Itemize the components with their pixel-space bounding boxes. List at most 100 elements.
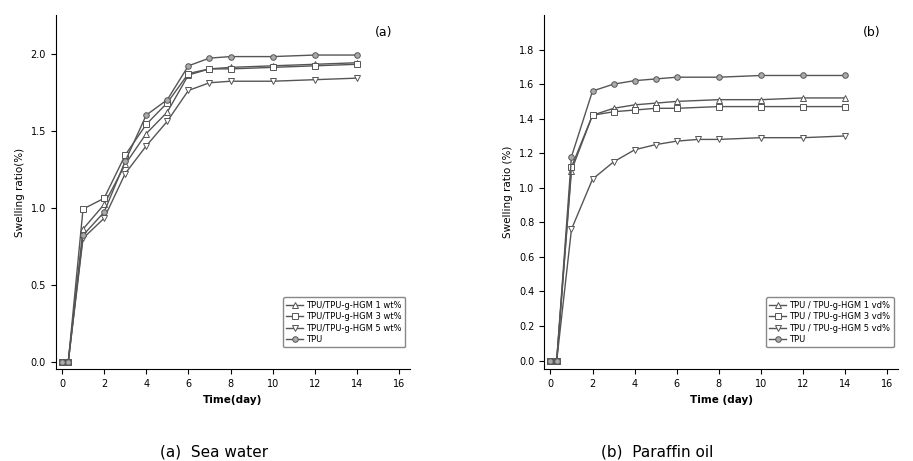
TPU/TPU-g-HGM 5 wt% [120, 171, 131, 177]
TPU/TPU-g-HGM 5 wt% [99, 216, 110, 221]
TPU [99, 209, 110, 215]
TPU [162, 97, 173, 102]
TPU / TPU-g-HGM 5 vd% [566, 226, 577, 232]
TPU/TPU-g-HGM 3 wt% [310, 63, 320, 69]
TPU [57, 359, 68, 364]
TPU/TPU-g-HGM 3 wt% [268, 65, 278, 70]
TPU/TPU-g-HGM 3 wt% [225, 66, 236, 71]
X-axis label: Time(day): Time(day) [203, 395, 262, 404]
TPU/TPU-g-HGM 5 wt% [204, 80, 215, 86]
TPU/TPU-g-HGM 3 wt% [63, 359, 74, 364]
TPU / TPU-g-HGM 3 vd% [756, 104, 767, 109]
TPU [587, 88, 598, 94]
TPU/TPU-g-HGM 1 wt% [310, 61, 320, 67]
TPU/TPU-g-HGM 3 wt% [120, 153, 131, 158]
TPU / TPU-g-HGM 3 vd% [629, 107, 640, 113]
TPU / TPU-g-HGM 3 vd% [551, 358, 562, 363]
TPU [798, 73, 809, 78]
TPU / TPU-g-HGM 3 vd% [608, 109, 619, 114]
Line: TPU/TPU-g-HGM 3 wt%: TPU/TPU-g-HGM 3 wt% [59, 61, 360, 364]
TPU / TPU-g-HGM 5 vd% [840, 133, 851, 139]
TPU / TPU-g-HGM 5 vd% [692, 136, 703, 142]
TPU/TPU-g-HGM 5 wt% [63, 359, 74, 364]
TPU [352, 52, 362, 58]
TPU [566, 154, 577, 160]
Legend: TPU / TPU-g-HGM 1 vd%, TPU / TPU-g-HGM 3 vd%, TPU / TPU-g-HGM 5 vd%, TPU: TPU / TPU-g-HGM 1 vd%, TPU / TPU-g-HGM 3… [766, 297, 894, 347]
Text: (a)  Sea water: (a) Sea water [161, 444, 268, 460]
TPU/TPU-g-HGM 3 wt% [57, 359, 68, 364]
TPU [120, 159, 131, 164]
TPU/TPU-g-HGM 1 wt% [183, 72, 194, 78]
TPU/TPU-g-HGM 1 wt% [63, 359, 74, 364]
Line: TPU / TPU-g-HGM 3 vd%: TPU / TPU-g-HGM 3 vd% [548, 104, 848, 363]
TPU / TPU-g-HGM 3 vd% [545, 358, 556, 363]
TPU [713, 74, 724, 80]
TPU/TPU-g-HGM 5 wt% [57, 359, 68, 364]
TPU/TPU-g-HGM 1 wt% [204, 66, 215, 71]
TPU [629, 78, 640, 83]
TPU / TPU-g-HGM 1 vd% [566, 168, 577, 173]
TPU / TPU-g-HGM 1 vd% [798, 95, 809, 100]
TPU/TPU-g-HGM 5 wt% [310, 77, 320, 83]
TPU [608, 81, 619, 87]
TPU/TPU-g-HGM 1 wt% [141, 131, 152, 136]
TPU/TPU-g-HGM 5 wt% [352, 76, 362, 81]
TPU/TPU-g-HGM 3 wt% [183, 71, 194, 76]
TPU / TPU-g-HGM 5 vd% [551, 358, 562, 363]
Y-axis label: Swelling ratio (%): Swelling ratio (%) [503, 146, 513, 238]
TPU / TPU-g-HGM 5 vd% [756, 135, 767, 141]
Line: TPU: TPU [59, 52, 360, 364]
TPU/TPU-g-HGM 1 wt% [78, 226, 89, 232]
Y-axis label: Swelling ratio(%): Swelling ratio(%) [15, 148, 25, 236]
TPU / TPU-g-HGM 1 vd% [629, 102, 640, 107]
Line: TPU/TPU-g-HGM 1 wt%: TPU/TPU-g-HGM 1 wt% [59, 60, 360, 364]
Line: TPU/TPU-g-HGM 5 wt%: TPU/TPU-g-HGM 5 wt% [59, 75, 360, 364]
TPU/TPU-g-HGM 1 wt% [268, 63, 278, 69]
TPU/TPU-g-HGM 1 wt% [57, 359, 68, 364]
TPU [310, 52, 320, 58]
X-axis label: Time (day): Time (day) [689, 395, 752, 404]
TPU / TPU-g-HGM 1 vd% [551, 358, 562, 363]
TPU / TPU-g-HGM 5 vd% [713, 136, 724, 142]
TPU / TPU-g-HGM 1 vd% [840, 95, 851, 100]
TPU/TPU-g-HGM 5 wt% [268, 78, 278, 84]
TPU / TPU-g-HGM 1 vd% [587, 112, 598, 118]
TPU [756, 73, 767, 78]
Line: TPU / TPU-g-HGM 1 vd%: TPU / TPU-g-HGM 1 vd% [548, 95, 848, 363]
TPU [225, 54, 236, 59]
TPU [183, 63, 194, 69]
TPU/TPU-g-HGM 3 wt% [162, 100, 173, 106]
TPU / TPU-g-HGM 1 vd% [608, 106, 619, 111]
TPU/TPU-g-HGM 1 wt% [352, 60, 362, 65]
TPU [545, 358, 556, 363]
TPU / TPU-g-HGM 3 vd% [840, 104, 851, 109]
TPU / TPU-g-HGM 3 vd% [671, 106, 682, 111]
TPU [671, 74, 682, 80]
TPU / TPU-g-HGM 3 vd% [650, 106, 661, 111]
TPU / TPU-g-HGM 1 vd% [713, 97, 724, 102]
TPU / TPU-g-HGM 5 vd% [798, 135, 809, 141]
TPU/TPU-g-HGM 3 wt% [99, 195, 110, 201]
TPU [840, 73, 851, 78]
TPU/TPU-g-HGM 5 wt% [183, 88, 194, 93]
TPU/TPU-g-HGM 3 wt% [78, 206, 89, 212]
TPU/TPU-g-HGM 5 wt% [225, 78, 236, 84]
TPU/TPU-g-HGM 1 wt% [225, 65, 236, 70]
TPU/TPU-g-HGM 3 wt% [204, 66, 215, 71]
Text: (b)  Paraffin oil: (b) Paraffin oil [601, 444, 714, 460]
TPU / TPU-g-HGM 5 vd% [671, 138, 682, 144]
TPU [268, 54, 278, 59]
TPU / TPU-g-HGM 1 vd% [545, 358, 556, 363]
TPU / TPU-g-HGM 5 vd% [608, 159, 619, 165]
TPU/TPU-g-HGM 1 wt% [120, 162, 131, 167]
Text: (b): (b) [863, 26, 880, 39]
TPU/TPU-g-HGM 5 wt% [162, 118, 173, 124]
TPU / TPU-g-HGM 1 vd% [650, 100, 661, 106]
TPU / TPU-g-HGM 3 vd% [798, 104, 809, 109]
TPU / TPU-g-HGM 1 vd% [756, 97, 767, 102]
TPU [63, 359, 74, 364]
TPU/TPU-g-HGM 5 wt% [141, 143, 152, 149]
TPU / TPU-g-HGM 3 vd% [566, 164, 577, 170]
TPU / TPU-g-HGM 5 vd% [650, 142, 661, 148]
TPU [204, 55, 215, 61]
